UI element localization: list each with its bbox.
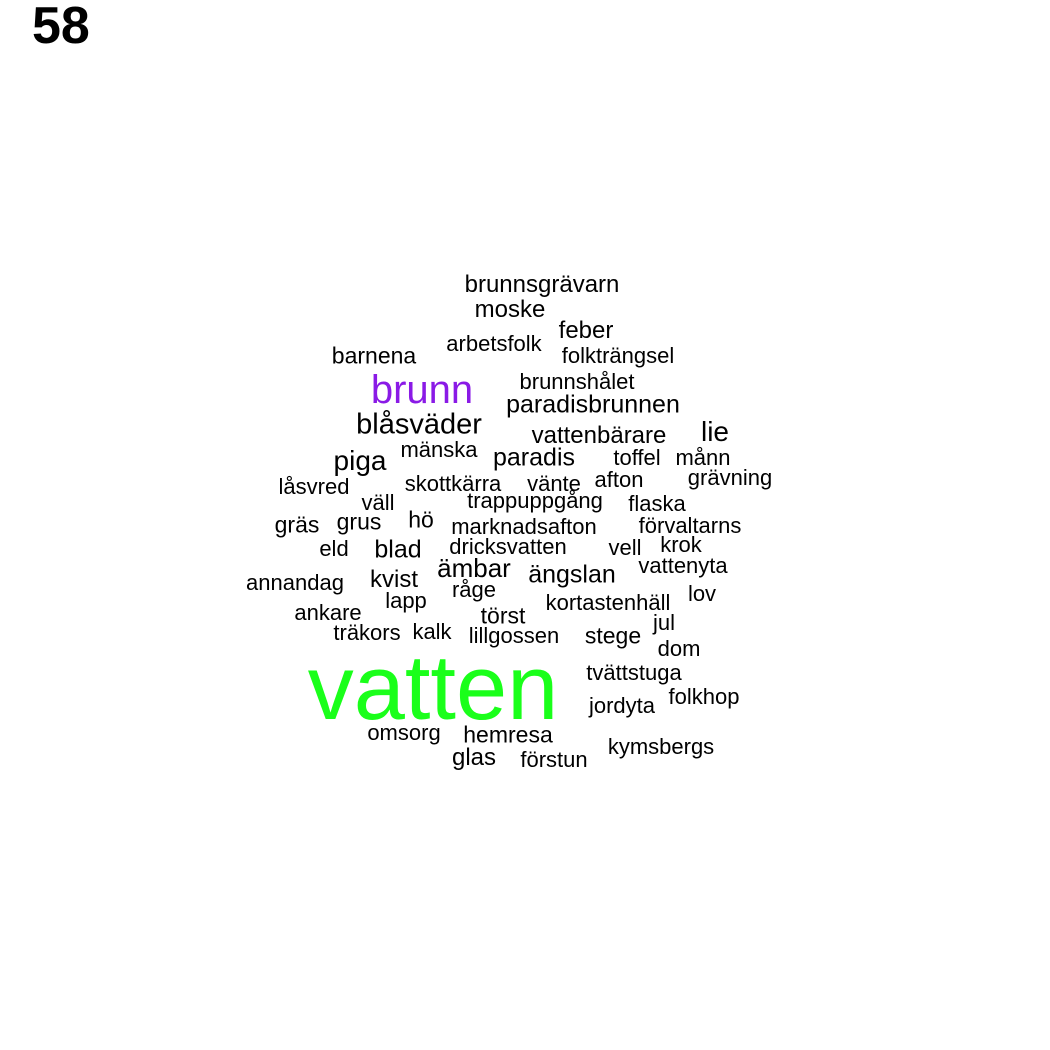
word-vatten: vatten [307,637,559,739]
word-brunnsgravarn: brunnsgrävarn [464,271,620,298]
word-hemresa: hemresa [463,721,553,748]
word-vattenbarare: vattenbärare [531,422,667,449]
word-vattenyta: vattenyta [638,553,728,578]
word-vall: väll [361,490,395,515]
word-kortastenhall: kortastenhäll [545,590,671,615]
word-blasvader: blåsväder [356,408,482,441]
word-forstun: förstun [520,747,588,772]
word-blad: blad [374,535,422,564]
word-lasvred: låsvred [278,474,350,499]
word-paradisbrunnen: paradisbrunnen [506,390,680,419]
word-folktrangsel: folkträngsel [561,343,675,368]
word-arbetsfolk: arbetsfolk [446,331,542,356]
word-trappuppgang: trappuppgång [467,488,603,513]
word-moske: moske [474,296,546,323]
word-manska: mänska [400,437,478,462]
word-forvaltarns: förvaltarns [638,513,742,538]
word-dom: dom [657,636,701,661]
word-paradis: paradis [493,443,575,472]
word-lapp: lapp [385,588,427,613]
word-piga: piga [333,445,387,476]
word-ambar: ämbar [437,553,511,583]
word-grus: grus [336,508,382,535]
word-vante: vänte [527,471,581,496]
word-angslan: ängslan [528,560,616,589]
word-eld: eld [319,536,349,561]
word-rage: råge [451,577,497,602]
word-lov: lov [687,581,717,606]
word-jordyta: jordyta [588,693,656,718]
word-flaska: flaska [628,491,686,516]
word-toffel: toffel [613,445,661,470]
word-brunnshalet: brunnshålet [519,369,635,394]
word-annandag: annandag [246,570,344,595]
word-gras: gräs [274,511,320,538]
page-number: 58 [32,0,90,55]
word-glas: glas [451,744,497,771]
word-kymsbergs: kymsbergs [607,734,715,759]
word-afton: afton [594,467,644,492]
word-omsorg: omsorg [367,720,441,745]
word-gravning: grävning [687,465,773,490]
word-tvattstuga: tvättstuga [586,660,682,685]
word-kalk: kalk [412,619,452,644]
word-mann: månn [675,445,731,470]
word-kvist: kvist [370,566,418,593]
word-vell: vell [608,535,642,560]
word-trakors: träkors [333,620,401,645]
word-brunn: brunn [370,368,474,412]
word-marknadsafton: marknadsafton [451,514,597,539]
word-feber: feber [558,317,614,344]
word-ho: hö [408,506,434,533]
word-dricksvatten: dricksvatten [449,534,567,559]
word-stege: stege [584,622,642,649]
word-torst: törst [480,602,526,629]
word-barnena: barnena [331,342,417,369]
word-skottkarra: skottkärra [404,471,502,496]
word-folkhop: folkhop [668,684,740,709]
word-ankare: ankare [294,600,362,625]
word-lillgossen: lillgossen [468,623,560,648]
word-krok: krok [660,532,702,557]
word-jul: jul [652,610,676,635]
word-lie: lie [700,416,730,447]
